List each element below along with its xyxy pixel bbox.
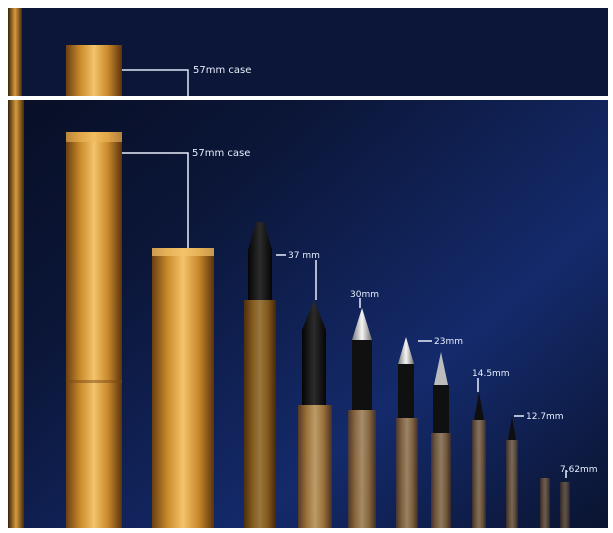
- top-strip-label: 57mm case: [193, 65, 251, 76]
- label-57mm-case: 57mm case: [192, 148, 250, 159]
- label-23mm: 23mm: [434, 337, 463, 347]
- label-14-5mm: 14.5mm: [472, 369, 510, 379]
- label-7-62mm: 7.62mm: [560, 465, 598, 475]
- panel-divider: [8, 96, 608, 100]
- main-panel: 57mm case 37 mm 30mm: [8, 100, 598, 528]
- label-37mm: 37 mm: [288, 251, 320, 261]
- round-30mm-silver: [348, 308, 376, 528]
- label-30mm: 30mm: [350, 290, 379, 300]
- round-14-5mm: [472, 392, 486, 528]
- top-strip-panel: 57mm case: [8, 8, 608, 96]
- round-37mm: [244, 222, 276, 528]
- label-12-7mm: 12.7mm: [526, 412, 564, 422]
- case-57mm: [152, 248, 214, 528]
- left-edge-brass-bar: [8, 8, 22, 96]
- leader-57mm-case: [122, 152, 189, 248]
- round-7-62mm-a: [540, 478, 570, 528]
- round-12-7mm: [506, 416, 518, 528]
- round-23mm-dark: [431, 352, 451, 528]
- top-strip-leader-line: [122, 69, 189, 96]
- top-strip-57mm-case-neck: [66, 45, 122, 96]
- round-23mm-silver: [396, 337, 418, 528]
- round-30mm-dark: [298, 300, 332, 528]
- left-edge-brass-bar-main: [8, 100, 24, 528]
- cartridge-57mm-large: [66, 132, 122, 528]
